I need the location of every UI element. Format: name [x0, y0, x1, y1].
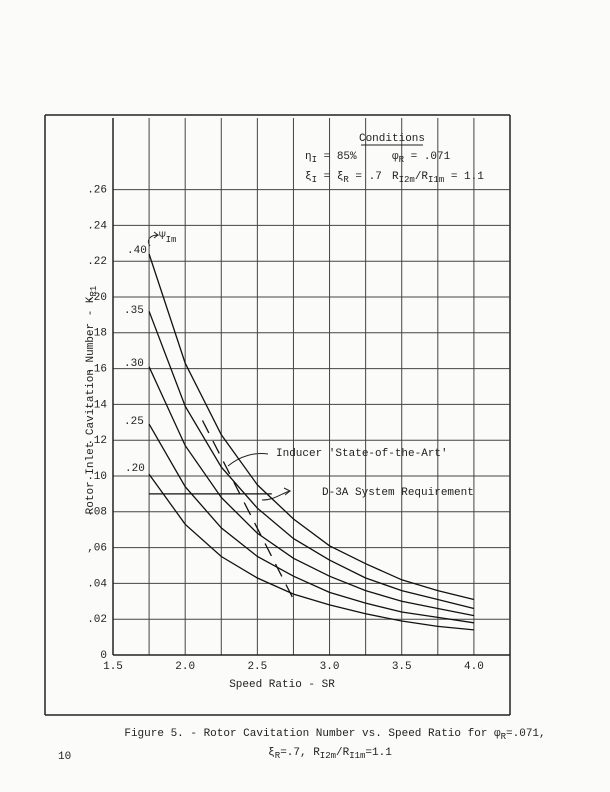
- caption-sub: I2m: [320, 751, 336, 761]
- condition-part: = .071: [404, 151, 451, 163]
- caption-part: =1.1: [365, 747, 392, 759]
- y-tick-label: .10: [87, 471, 107, 483]
- curve-label-title-part: Ψ: [159, 231, 166, 243]
- y-tick-label: .08: [87, 507, 107, 519]
- y-tick-label: .18: [87, 328, 107, 340]
- series-line: [148, 253, 475, 601]
- x-axis-label: Speed Ratio - SR: [229, 679, 335, 691]
- condition-sub: R: [399, 155, 405, 165]
- y-axis-label-sub: R1: [89, 286, 99, 297]
- conditions-box: [294, 130, 494, 194]
- condition: ηI = 85%: [305, 151, 357, 165]
- y-tick-label: 0: [100, 650, 107, 662]
- series-label: .40: [127, 245, 147, 257]
- y-tick-label: .26: [87, 185, 107, 197]
- caption-part: Figure 5. - Rotor Cavitation Number vs. …: [124, 728, 501, 740]
- y-tick-label: .14: [87, 399, 107, 411]
- y-tick-label: ,16: [87, 364, 107, 376]
- caption: ξR=.7, RI2m/RI1m=1.1: [268, 747, 392, 761]
- condition-sub: I1m: [428, 175, 444, 185]
- condition-sub: I: [312, 155, 317, 165]
- y-tick-label: ,06: [87, 543, 107, 555]
- page-number: 10: [58, 751, 71, 763]
- y-tick-label: .22: [87, 256, 107, 268]
- series-line: [148, 366, 475, 617]
- condition: φR = .071: [392, 151, 451, 165]
- condition-part: η: [305, 151, 312, 163]
- condition-sub: I: [312, 175, 317, 185]
- condition-part: ξ: [305, 171, 312, 183]
- x-tick-label: 3.0: [320, 661, 340, 673]
- series-label: .35: [124, 305, 144, 317]
- series-label: D-3A System Requirement: [322, 487, 474, 499]
- series-label: Inducer 'State-of-the-Art': [276, 448, 448, 460]
- caption-part: ξ: [268, 747, 275, 759]
- series-line: [148, 473, 474, 631]
- caption-sub: I1m: [349, 751, 365, 761]
- condition-part: = .7: [349, 171, 382, 183]
- curve-label-title-sub: Im: [166, 235, 177, 245]
- condition-sub: I2m: [399, 175, 415, 185]
- caption-part: =.071,: [506, 728, 546, 740]
- series-line: [148, 423, 474, 624]
- conditions-title: Conditions: [359, 133, 425, 145]
- y-tick-label: .20: [87, 292, 107, 304]
- condition: ξI = ξR = .7: [305, 171, 382, 185]
- leader: [227, 453, 269, 467]
- y-tick-label: .02: [87, 614, 107, 626]
- y-axis-label: Rotor Inlet Cavitation Number - KR1: [85, 286, 99, 515]
- series-label: .30: [124, 358, 144, 370]
- condition: RI2m/RI1m = 1.1: [392, 171, 484, 185]
- y-tick-label: .12: [87, 435, 107, 447]
- caption-part: =.7, R: [280, 747, 320, 759]
- leader: [147, 231, 160, 247]
- condition-sub: R: [343, 175, 349, 185]
- condition-part: φ: [392, 151, 399, 163]
- caption: Figure 5. - Rotor Cavitation Number vs. …: [124, 728, 545, 742]
- caption-part: /R: [336, 747, 350, 759]
- leader: [261, 487, 292, 501]
- x-tick-label: 1.5: [103, 661, 123, 673]
- y-tick-label: .24: [87, 220, 107, 232]
- curve-label-title: ΨIm: [159, 231, 176, 245]
- series-label: .20: [125, 463, 145, 475]
- caption-sub: R: [501, 732, 507, 742]
- x-tick-label: 4.0: [464, 661, 484, 673]
- series-line: [148, 311, 475, 610]
- condition-part: = ξ: [317, 171, 343, 183]
- y-axis-label-part: Rotor Inlet Cavitation Number - K: [85, 296, 97, 514]
- x-tick-label: 3.5: [392, 661, 412, 673]
- condition-part: = 85%: [317, 151, 357, 163]
- y-tick-label: .04: [87, 578, 107, 590]
- series-label: .25: [124, 416, 144, 428]
- condition-part: /R: [415, 171, 429, 183]
- series-line: [201, 420, 297, 606]
- condition-part: R: [392, 171, 399, 183]
- x-tick-label: 2.0: [175, 661, 195, 673]
- caption-sub: R: [275, 751, 281, 761]
- x-tick-label: 2.5: [247, 661, 267, 673]
- condition-part: = 1.1: [444, 171, 484, 183]
